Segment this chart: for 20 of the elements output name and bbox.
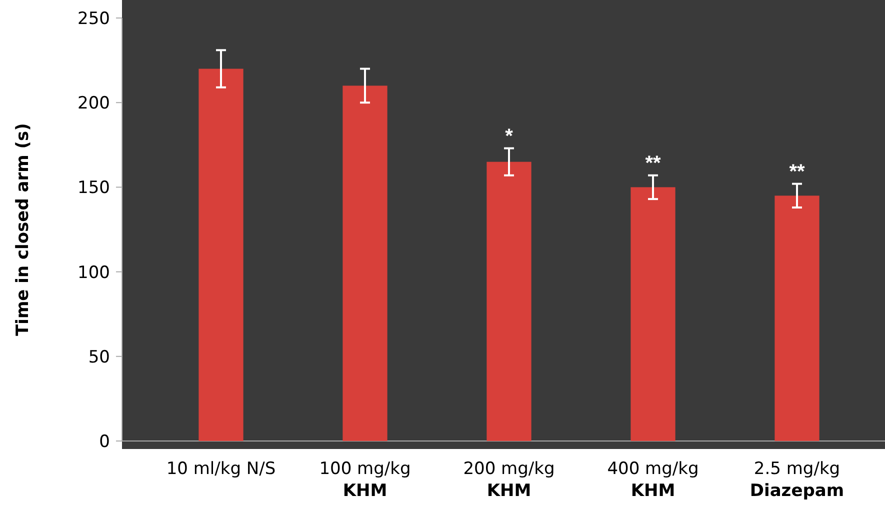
y-tick-label: 0 [99,432,110,452]
x-tick-label: 200 mg/kg KHM [463,459,555,501]
annotation: * [505,125,514,148]
annotation: ** [789,160,805,183]
bar [486,162,532,441]
y-axis-title: Time in closed arm (s) [13,123,33,336]
y-tick-label: 100 [78,262,110,283]
bar [630,187,676,441]
y-tick-label: 50 [88,347,110,368]
bar [774,196,820,441]
x-tick-label: 2.5 mg/kg Diazepam [750,459,844,501]
y-tick-label: 150 [78,178,110,198]
y-tick-label: 250 [78,8,110,29]
bar [342,86,388,441]
x-tick-label: 10 ml/kg N/S [166,459,276,479]
x-tick-label: 400 mg/kg KHM [607,459,699,501]
bar [198,68,244,441]
y-tick-label: 200 [78,94,110,114]
annotation: ** [645,152,661,174]
x-tick-label: 100 mg/kg KHM [319,459,411,501]
